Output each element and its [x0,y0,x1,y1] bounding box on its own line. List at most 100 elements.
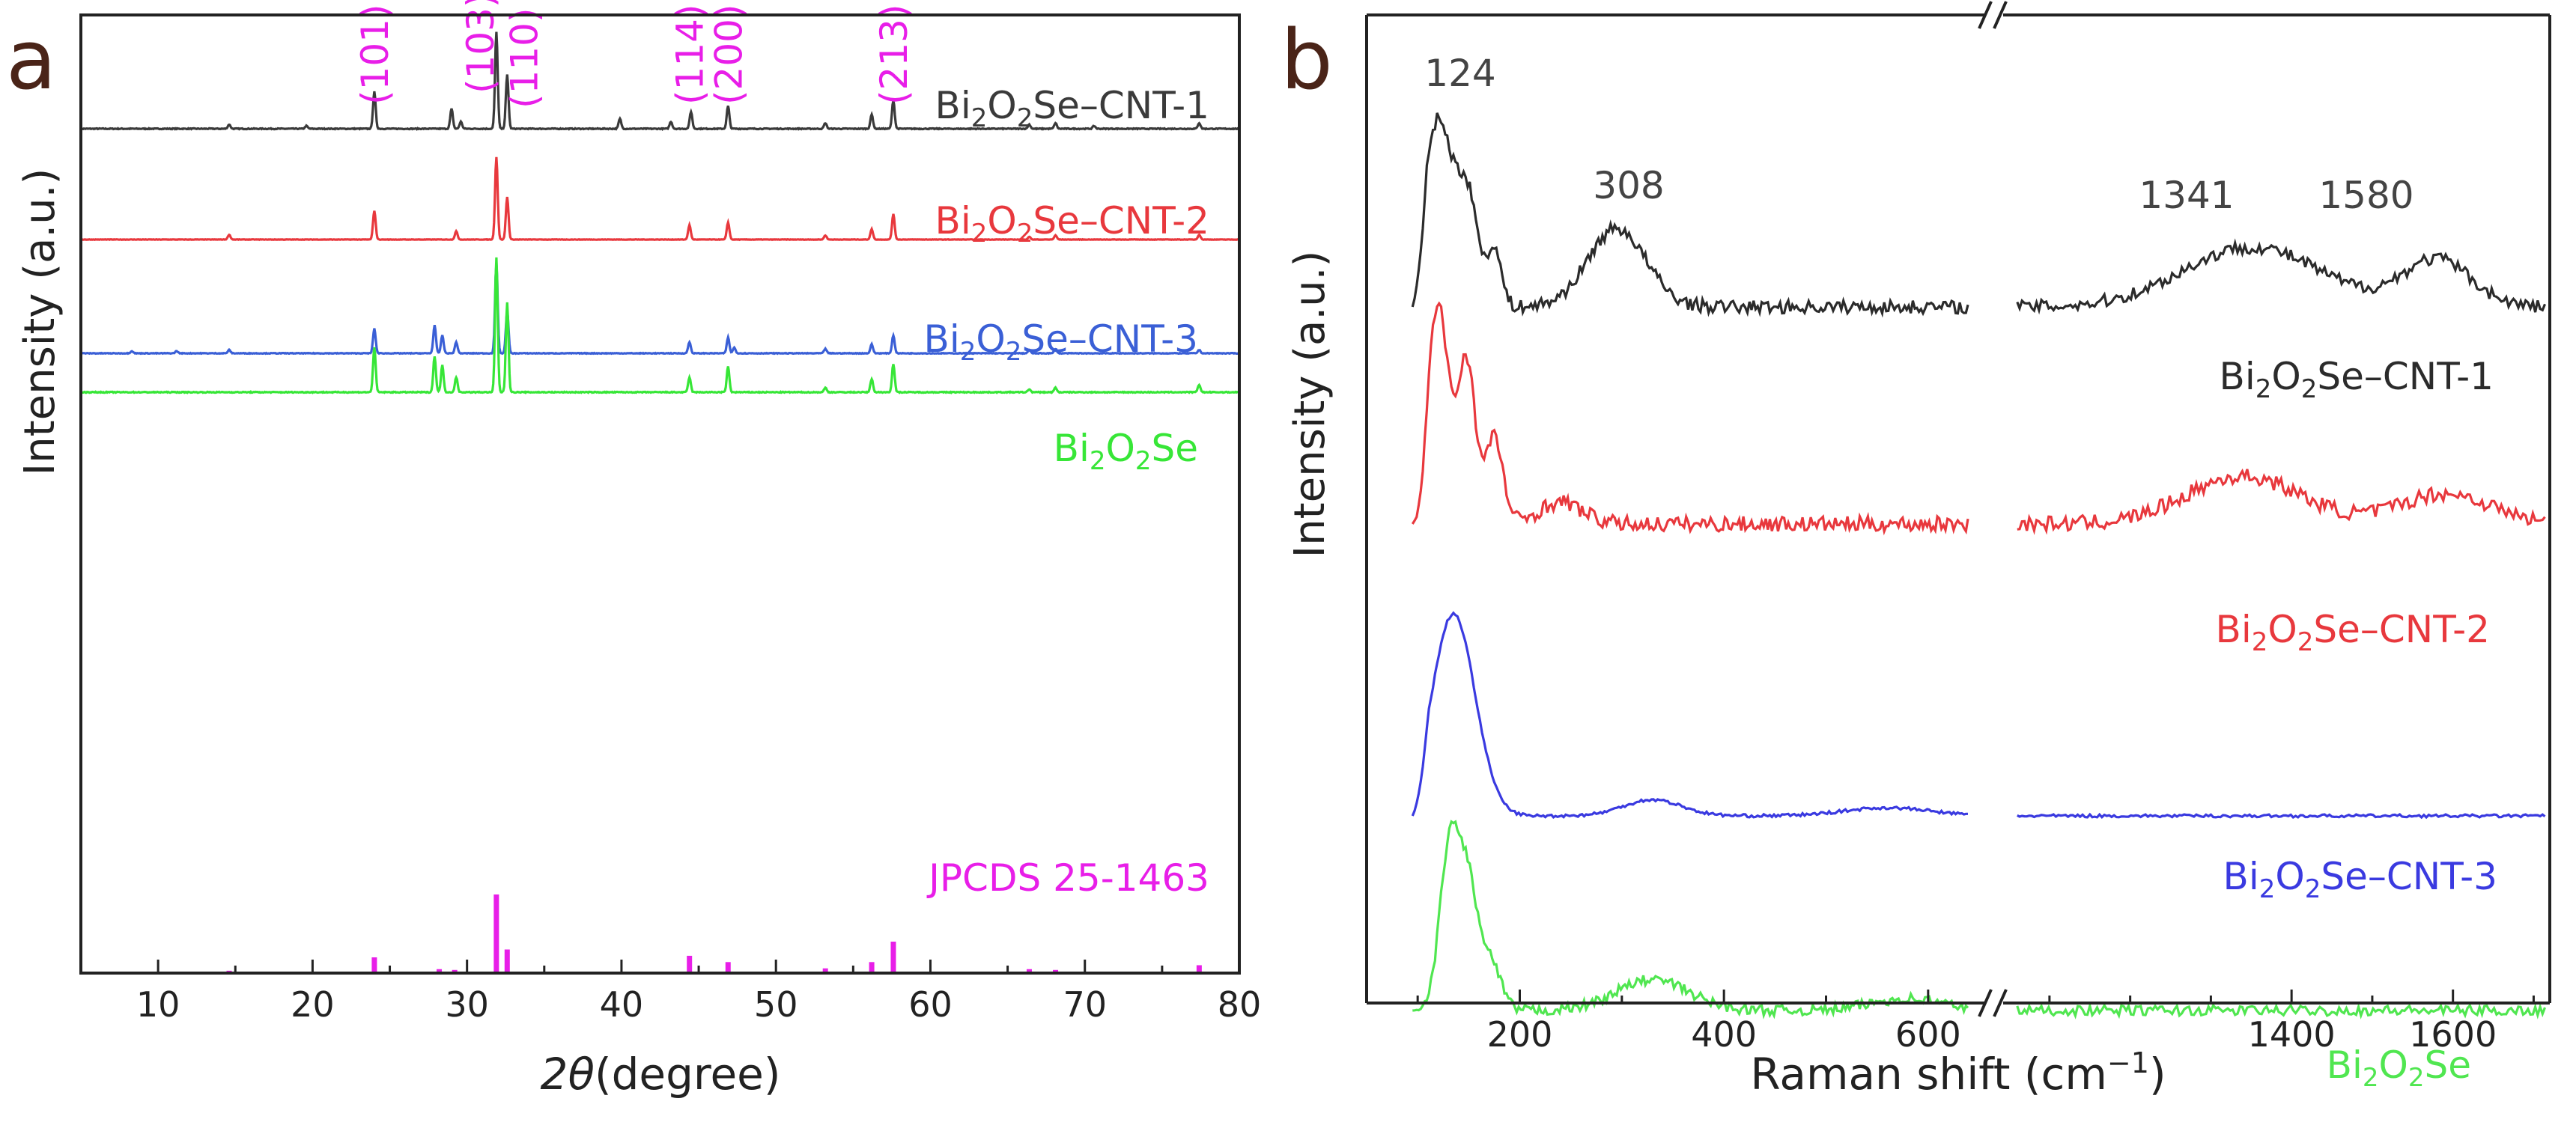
raman-series-bi2o2se-seg2 [2016,1001,2546,1019]
raman-series-bi2o2se-cnt-1-seg2 [2016,238,2546,315]
raman-legend-bi2o2se-cnt-2-part: 2 [2252,627,2268,657]
raman-legend-bi2o2se-cnt-2-part: O [2267,608,2297,651]
hkl-label: (110) [502,8,546,109]
axis-break-mark [1978,1,1993,29]
raman-series-bi2o2se-cnt-3-seg2 [2017,812,2546,820]
xrd-series-group: Bi2O2Se–CNT-1Bi2O2Se–CNT-2Bi2O2Se–CNT-3B… [79,31,1240,973]
xrd-legend-bi2o2se-cnt-2-part: O [987,199,1016,243]
xrd-legend-bi2o2se-part: 2 [1135,446,1152,476]
raman-legend-bi2o2se: Bi2O2Se [2327,1043,2471,1093]
raman-legend-bi2o2se-part: 2 [2363,1063,2379,1093]
raman-x-tick-label: 400 [1691,1014,1757,1055]
raman-series-bi2o2se-cnt-2-seg2 [2017,468,2546,535]
raman-legend-bi2o2se-cnt-3-part: O [2275,855,2304,898]
raman-legend-bi2o2se-cnt-3-part: Se–CNT-3 [2321,855,2497,898]
xrd-plot-frame [79,13,1241,975]
raman-legend-bi2o2se-cnt-2: Bi2O2Se–CNT-2 [2216,608,2490,657]
xrd-x-tick-label: 50 [754,984,798,1025]
xrd-legend-bi2o2se-cnt-3-part: 2 [960,337,976,367]
xrd-hkl-annotations: (101) (103) (110) (114)(200) (213) [353,0,916,109]
raman-peak-label: 1341 [2139,174,2234,217]
xrd-legend-bi2o2se-cnt-3: Bi2O2Se–CNT-3 [924,317,1198,367]
hkl-label: (101) [353,4,397,105]
xrd-legend-bi2o2se-cnt-3-part: Se–CNT-3 [1021,317,1198,361]
xrd-legend-bi2o2se-part: 2 [1090,446,1106,476]
raman-x-axis-unit-exponent: −1 [2107,1046,2149,1079]
raman-legend-bi2o2se-cnt-1-part: O [2271,355,2300,398]
xrd-x-axis-variable: 2θ [541,1049,595,1100]
xrd-legend-bi2o2se-part: Se [1152,427,1199,470]
xrd-legend-bi2o2se: Bi2O2Se [1054,427,1198,476]
raman-legend-bi2o2se-part: O [2379,1043,2408,1087]
raman-legend-bi2o2se-cnt-1-part: 2 [2301,374,2318,404]
xrd-series-bi2o2se-cnt-1 [79,31,1239,131]
raman-series-group: Bi2O2Se–CNT-1Bi2O2Se–CNT-2Bi2O2Se–CNT-3B… [1411,112,2546,1093]
raman-legend-bi2o2se-cnt-3-part: 2 [2259,874,2276,904]
xrd-x-axis-unit: (degree) [595,1049,781,1100]
raman-legend-bi2o2se-cnt-3-part: 2 [2305,874,2321,904]
raman-peak-annotations: 124 308 1341 1580 [1424,52,2414,217]
raman-peak-label: 1580 [2318,174,2414,217]
xrd-legend-bi2o2se-cnt-2-part: Se–CNT-2 [1033,199,1209,243]
raman-chart-panel: b Intensity (a.u.) Bi2O2Se–CNT-1Bi2O2Se–… [1281,1,2551,1100]
xrd-x-tick-label: 20 [291,984,335,1025]
raman-series-bi2o2se-cnt-1-seg1 [1411,112,1969,318]
raman-peak-label: 124 [1424,52,1495,95]
xrd-series-bi2o2se-cnt-2 [80,156,1240,242]
xrd-x-tick-label: 80 [1218,984,1262,1025]
raman-legend-bi2o2se-part: Bi [2327,1043,2363,1087]
xrd-x-tick-label: 10 [136,984,180,1025]
raman-x-tick-label: 1600 [2409,1014,2497,1055]
raman-peak-label: 308 [1593,164,1664,207]
xrd-series-bi2o2se-cnt-3 [80,263,1240,356]
raman-x-tick-label: 600 [1895,1014,1961,1055]
xrd-legend-bi2o2se-cnt-2: Bi2O2Se–CNT-2 [935,199,1209,249]
raman-legend-bi2o2se-cnt-1-part: Se–CNT-1 [2317,355,2494,398]
xrd-legend-bi2o2se-cnt-1-part: 2 [971,103,988,133]
raman-x-axis-label: Raman shift (cm−1) [1750,1046,2166,1100]
axis-break-mark [1993,989,2008,1017]
raman-legend-bi2o2se-cnt-3: Bi2O2Se–CNT-3 [2223,855,2497,904]
xrd-legend-bi2o2se-cnt-2-part: Bi [935,199,971,243]
xrd-legend-bi2o2se-cnt-3-part: Bi [924,317,960,361]
raman-series-bi2o2se-seg1 [1412,820,1969,1019]
xrd-y-axis-label: Intensity (a.u.) [16,168,64,476]
xrd-x-tick-label: 70 [1063,984,1107,1025]
raman-legend-bi2o2se-cnt-1: Bi2O2Se–CNT-1 [2220,355,2494,404]
xrd-x-axis: 10 20 30 40 50 60 70 80 [79,960,1262,1025]
xrd-legend-bi2o2se-cnt-3-part: 2 [1006,337,1022,367]
xrd-legend-bi2o2se-cnt-3-part: O [976,317,1005,361]
panel-label-a: a [6,12,56,108]
xrd-chart-panel: a Intensity (a.u.) Bi2O2Se–CNT-1Bi2O2Se–… [6,0,1261,1100]
raman-legend-bi2o2se-cnt-2-part: Bi [2216,608,2252,651]
xrd-x-tick-label: 40 [600,984,644,1025]
xrd-x-tick-label: 60 [908,984,953,1025]
raman-x-axis-text: Raman shift (cm [1750,1049,2107,1100]
raman-legend-bi2o2se-cnt-2-part: 2 [2297,627,2314,657]
xrd-legend-bi2o2se-cnt-2-part: 2 [1017,219,1033,249]
hkl-label: (213) [872,4,916,105]
raman-legend-bi2o2se-cnt-1-part: Bi [2220,355,2255,398]
raman-x-axis-unit-close: ) [2149,1049,2166,1100]
axis-break-mark [1978,989,1993,1017]
xrd-legend-bi2o2se-cnt-2-part: 2 [971,219,988,249]
xrd-x-axis-label: 2θ(degree) [541,1049,781,1100]
raman-x-tick-label: 200 [1487,1014,1553,1055]
reference-label: JPCDS 25-1463 [926,856,1209,900]
xrd-legend-bi2o2se-cnt-1-part: Se–CNT-1 [1033,84,1209,127]
raman-legend-bi2o2se-part: 2 [2408,1063,2425,1093]
hkl-label: (114) [669,4,712,105]
xrd-legend-bi2o2se-cnt-1-part: 2 [1017,103,1033,133]
raman-x-axis: 200 400 600 1400 1600 [1416,990,2535,1055]
raman-legend-bi2o2se-cnt-1-part: 2 [2255,374,2272,404]
raman-x-tick-label: 1400 [2248,1014,2336,1055]
raman-series-bi2o2se-cnt-3-seg1 [1411,611,1968,820]
xrd-x-tick-label: 30 [445,984,489,1025]
raman-legend-bi2o2se-part: Se [2425,1043,2472,1087]
xrd-legend-bi2o2se-cnt-1-part: O [987,84,1016,127]
xrd-legend-bi2o2se-part: O [1106,427,1135,470]
raman-legend-bi2o2se-cnt-3-part: Bi [2223,855,2259,898]
xrd-legend-bi2o2se-cnt-1-part: Bi [935,84,971,127]
xrd-series-bi2o2se [80,257,1240,394]
